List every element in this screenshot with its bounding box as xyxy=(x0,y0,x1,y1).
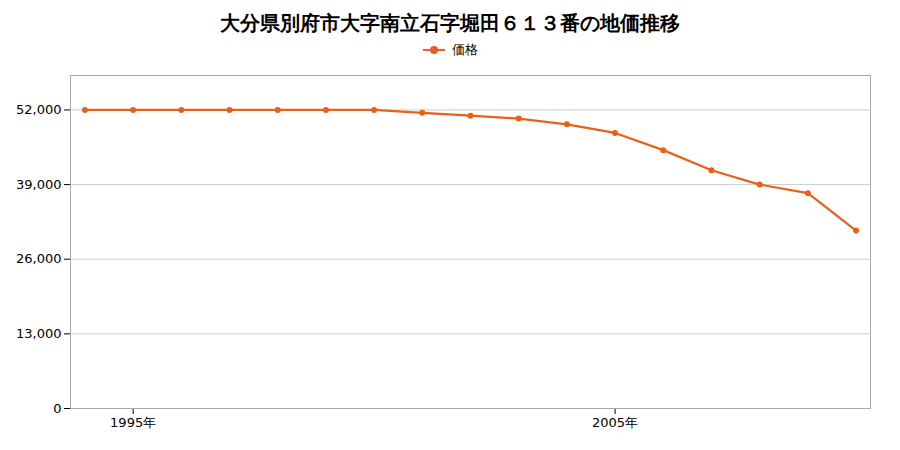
svg-text:2005年: 2005年 xyxy=(592,415,638,430)
html-text:大分県別府市大字南立石字堀田６１３番の地価推移: 大分県別府市大字南立石字堀田６１３番の地価推移 xyxy=(220,11,680,35)
html-text:価格: 価格 xyxy=(452,42,478,57)
svg-text:0: 0 xyxy=(53,401,61,416)
svg-text:13,000: 13,000 xyxy=(16,326,62,341)
svg-text:39,000: 39,000 xyxy=(16,177,62,192)
svg-text:1995年: 1995年 xyxy=(110,415,156,430)
svg-text:26,000: 26,000 xyxy=(16,251,62,266)
svg-text:52,000: 52,000 xyxy=(16,102,62,117)
